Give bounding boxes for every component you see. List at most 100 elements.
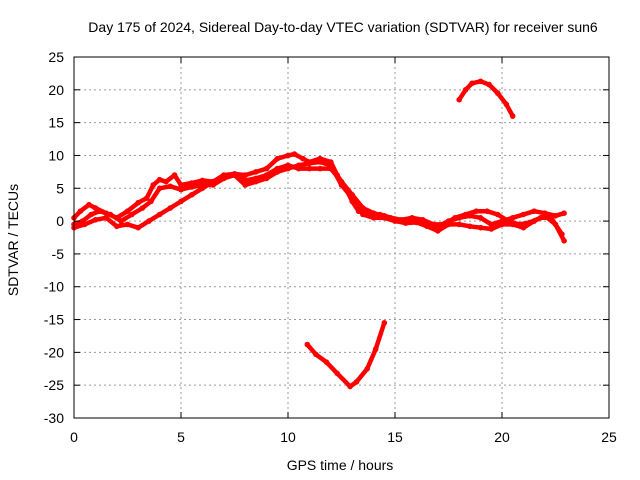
y-tick-label: 20 xyxy=(48,82,64,98)
data-point xyxy=(381,320,388,326)
data-point xyxy=(129,211,135,218)
data-point xyxy=(148,198,154,205)
data-point xyxy=(328,162,334,169)
y-tick-label: 10 xyxy=(48,147,64,163)
data-point xyxy=(306,160,313,167)
data-point xyxy=(360,211,366,218)
y-tick-label: -30 xyxy=(44,410,64,426)
data-point xyxy=(263,175,270,182)
data-point xyxy=(347,383,353,390)
data-point xyxy=(364,366,371,372)
data-point xyxy=(274,169,281,175)
data-point xyxy=(473,208,480,214)
series-track-c xyxy=(71,159,567,244)
data-point xyxy=(477,78,484,85)
data-point xyxy=(304,341,311,348)
data-point xyxy=(77,208,84,214)
data-point xyxy=(552,221,559,228)
data-point xyxy=(467,213,473,219)
data-point xyxy=(456,215,463,221)
data-point xyxy=(509,113,516,119)
data-point xyxy=(477,215,484,221)
data-point xyxy=(199,177,206,184)
data-point xyxy=(263,165,270,172)
data-point xyxy=(486,81,493,88)
data-point xyxy=(124,221,131,228)
data-point xyxy=(253,169,259,175)
y-tick-label: -20 xyxy=(44,344,64,360)
data-point xyxy=(210,178,216,185)
data-point xyxy=(167,183,174,190)
data-point xyxy=(392,218,398,224)
series-arc-high xyxy=(456,78,516,119)
data-point xyxy=(317,159,323,165)
data-point xyxy=(503,101,510,108)
data-point xyxy=(163,178,169,185)
grid-lines xyxy=(74,57,609,418)
y-tick-label: 0 xyxy=(56,213,64,229)
series-arc-low xyxy=(304,320,388,390)
x-tick-label: 0 xyxy=(70,429,78,445)
data-point xyxy=(531,218,537,224)
x-tick-label: 5 xyxy=(177,429,185,445)
x-tick-label: 15 xyxy=(387,429,403,445)
data-point xyxy=(135,199,141,206)
data-point xyxy=(188,184,195,190)
data-point xyxy=(402,220,409,226)
axis-ticks: 0 5 10 15 20 25 -30 -25 -20 -15 -10 -5 0 5 10 15 20 25 xyxy=(44,49,617,445)
data-point xyxy=(509,215,516,221)
data-point xyxy=(488,221,495,228)
data-point xyxy=(338,182,345,188)
data-point xyxy=(285,152,291,159)
data-point xyxy=(424,223,430,230)
data-point xyxy=(467,223,473,230)
x-tick-label: 10 xyxy=(280,429,296,445)
data-point xyxy=(484,208,490,214)
x-tick-label: 20 xyxy=(494,429,510,445)
data-point xyxy=(114,223,120,230)
y-tick-label: -10 xyxy=(44,279,64,295)
data-point xyxy=(144,195,150,201)
data-point xyxy=(135,224,141,231)
data-point xyxy=(435,228,441,234)
data-point xyxy=(107,211,114,218)
data-point xyxy=(242,182,248,188)
data-point xyxy=(150,182,156,188)
data-point xyxy=(171,172,178,178)
data-point xyxy=(370,215,377,221)
data-point xyxy=(509,221,516,228)
data-point xyxy=(313,351,319,358)
data-point xyxy=(274,155,281,162)
data-point xyxy=(231,172,238,178)
data-point xyxy=(188,192,195,198)
data-point xyxy=(469,80,475,87)
data-point xyxy=(92,205,99,211)
x-tick-label: 25 xyxy=(601,429,617,445)
data-point xyxy=(81,221,88,228)
data-point xyxy=(156,176,163,183)
data-point xyxy=(372,346,379,352)
data-point xyxy=(178,182,184,188)
series-trace xyxy=(71,151,565,237)
data-point xyxy=(488,226,495,232)
chart-title: Day 175 of 2024, Sidereal Day-to-day VTE… xyxy=(88,19,598,35)
data-point xyxy=(103,215,109,221)
data-point xyxy=(552,213,559,219)
data-point xyxy=(561,238,567,244)
y-axis-label: SDTVAR / TECUs xyxy=(5,184,21,296)
data-point xyxy=(477,224,484,231)
data-point xyxy=(118,218,124,224)
y-tick-label: 25 xyxy=(48,49,64,65)
data-point xyxy=(542,213,548,219)
data-point xyxy=(178,186,184,193)
data-point xyxy=(456,221,463,228)
data-point xyxy=(381,215,388,221)
y-tick-label: -15 xyxy=(44,312,64,328)
data-point xyxy=(242,172,248,178)
data-point xyxy=(323,359,330,366)
data-point xyxy=(531,208,537,214)
data-point xyxy=(156,211,163,218)
plot-frame xyxy=(73,56,610,419)
